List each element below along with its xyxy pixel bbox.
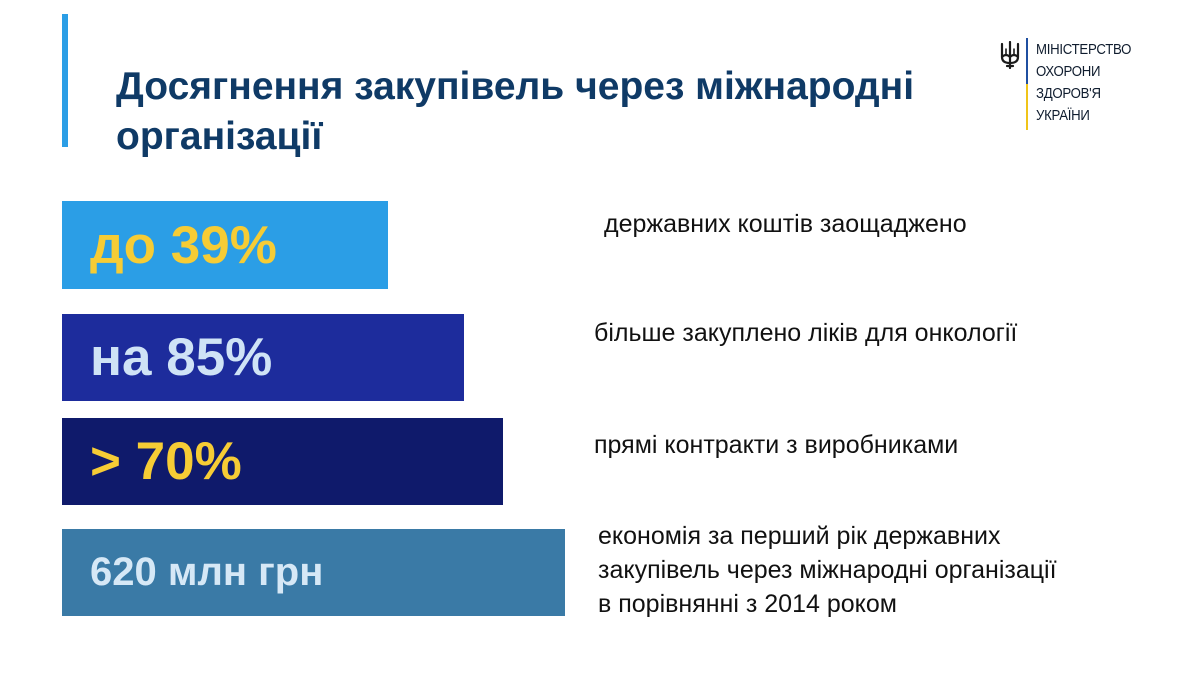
stat-description-line: прямі контракти з виробниками: [594, 431, 959, 459]
logo-text: МІНІСТЕРСТВО ОХОРОНИ ЗДОРОВ'Я УКРАЇНИ: [1036, 39, 1131, 127]
slide-title: Досягнення закупівель через міжнародні о…: [116, 65, 915, 158]
logo-line-4: УКРАЇНИ: [1036, 107, 1090, 124]
logo-line-2: ОХОРОНИ: [1036, 63, 1101, 80]
trident-icon: [1000, 41, 1020, 69]
stat-value: > 70%: [90, 432, 242, 491]
title-accent-bar: [62, 14, 68, 147]
logo-divider: [1026, 38, 1028, 130]
stat-bar-economy: 620 млн грн: [62, 529, 565, 616]
stat-description: державних коштів заощаджено: [604, 207, 967, 241]
logo-line-1: МІНІСТЕРСТВО: [1036, 41, 1132, 58]
stat-description-line: закупівель через міжнародні організації: [598, 556, 1057, 584]
logo-line-3: ЗДОРОВ'Я: [1036, 85, 1101, 102]
stat-value: на 85%: [90, 328, 273, 387]
stat-bar-oncology: на 85%: [62, 314, 464, 401]
stat-description-line: економія за перший рік державних: [598, 522, 1001, 550]
stat-description: економія за перший рік державних закупів…: [598, 519, 1057, 621]
stat-value: 620 млн грн: [90, 550, 324, 594]
ministry-logo: МІНІСТЕРСТВО ОХОРОНИ ЗДОРОВ'Я УКРАЇНИ: [998, 38, 1168, 130]
stat-description-line: державних коштів заощаджено: [604, 210, 967, 238]
stat-bar-savings: до 39%: [62, 201, 388, 289]
stat-value: до 39%: [90, 215, 277, 275]
stat-description: більше закуплено ліків для онкології: [594, 316, 1017, 350]
stat-description-line: більше закуплено ліків для онкології: [594, 319, 1018, 347]
stat-description-line: в порівнянні з 2014 роком: [598, 590, 897, 618]
stat-description: прямі контракти з виробниками: [594, 428, 958, 462]
stat-bar-direct-contracts: > 70%: [62, 418, 503, 505]
